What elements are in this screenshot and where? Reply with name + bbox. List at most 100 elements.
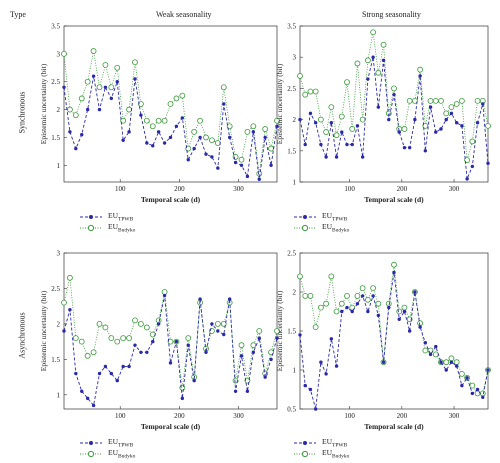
point-budyko: [333, 308, 340, 315]
y-tick-label: 2.5: [287, 250, 296, 258]
point-tpwb: [413, 290, 417, 294]
y-tick-label: 3.5: [287, 23, 296, 31]
point-tpwb: [313, 121, 318, 125]
chart-asynchronous-weak: 100 200 300 1 1.5 2 2.5 3 Temporal scale (d) Epis…: [39, 250, 280, 431]
point-budyko: [344, 79, 350, 86]
point-budyko: [464, 157, 471, 164]
point-tpwb: [62, 329, 66, 333]
legend-label-tpwb: EUTPWB: [108, 436, 134, 449]
point-budyko: [323, 300, 330, 307]
point-tpwb: [62, 85, 66, 89]
point-budyko: [149, 331, 156, 338]
point-tpwb: [402, 309, 407, 314]
point-tpwb: [434, 130, 438, 134]
point-tpwb: [156, 322, 161, 326]
legend-marker-tpwb-icon: [294, 440, 316, 445]
y-tick-label: 2: [293, 289, 297, 297]
point-tpwb: [470, 391, 475, 396]
plot-frame: [299, 25, 489, 183]
point-budyko: [401, 304, 408, 311]
point-tpwb: [68, 130, 72, 134]
point-budyko: [161, 289, 168, 295]
point-budyko: [338, 113, 345, 120]
point-budyko: [84, 78, 91, 85]
legend-label-budyko: EUBudyko: [108, 447, 136, 460]
legend-marker-tpwb-icon: [80, 214, 102, 219]
point-budyko: [307, 88, 314, 95]
point-tpwb: [139, 350, 143, 354]
y-tick-label: 2.5: [51, 285, 60, 293]
point-tpwb: [428, 105, 433, 109]
point-tpwb: [198, 135, 202, 140]
point-tpwb: [381, 58, 386, 63]
plot-frame: [63, 25, 278, 183]
point-budyko: [132, 59, 138, 66]
point-tpwb: [85, 107, 90, 112]
point-budyko: [297, 73, 303, 79]
legend-item-tpwb: EUTPWB: [80, 437, 135, 448]
point-budyko: [108, 335, 115, 341]
point-tpwb: [239, 354, 244, 358]
y-tick-label: 1: [293, 179, 297, 187]
x-tick-label: 300: [449, 412, 460, 420]
y-tick-label: 2: [57, 320, 61, 328]
legend-item-tpwb: EUTPWB: [294, 211, 349, 222]
point-budyko: [138, 101, 144, 107]
point-budyko: [469, 382, 476, 389]
point-budyko: [138, 321, 144, 327]
point-tpwb: [439, 360, 443, 364]
point-tpwb: [428, 352, 433, 357]
point-tpwb: [103, 85, 108, 89]
point-budyko: [244, 377, 251, 384]
x-axis-label: Temporal scale (d): [364, 195, 424, 204]
point-tpwb: [210, 155, 214, 159]
legend-item-tpwb: EUTPWB: [294, 437, 349, 448]
point-tpwb: [127, 364, 131, 369]
point-tpwb: [449, 111, 454, 116]
point-tpwb: [68, 308, 72, 312]
point-budyko: [78, 95, 85, 102]
point-budyko: [203, 134, 209, 141]
point-budyko: [417, 66, 424, 73]
x-tick-label: 300: [233, 412, 244, 420]
point-budyko: [302, 293, 309, 299]
point-tpwb: [192, 378, 196, 383]
point-tpwb: [324, 372, 328, 376]
point-budyko: [143, 117, 150, 124]
y-tick-label: 1: [293, 367, 297, 375]
legend-marker-budyko-icon: [80, 224, 102, 231]
point-tpwb: [397, 317, 401, 321]
legend-asynchronous-weak: EUTPWB EUBudyko: [80, 437, 135, 459]
point-tpwb: [402, 145, 407, 150]
point-tpwb: [308, 387, 313, 392]
point-tpwb: [80, 132, 84, 137]
point-tpwb: [127, 130, 131, 134]
point-budyko: [391, 261, 397, 268]
legend-label-tpwb: EUTPWB: [108, 210, 134, 223]
point-budyko: [333, 132, 340, 139]
y-tick-label: 2.5: [51, 78, 60, 86]
point-budyko: [448, 355, 455, 362]
point-budyko: [209, 328, 215, 334]
point-tpwb: [381, 360, 386, 364]
point-budyko: [96, 321, 103, 327]
y-tick-label: 1.5: [287, 147, 296, 155]
point-tpwb: [115, 378, 119, 383]
point-budyko: [161, 117, 168, 124]
point-tpwb: [340, 130, 344, 134]
legend-marker-budyko-icon: [80, 450, 102, 457]
point-tpwb: [355, 302, 360, 306]
type-label: Type: [10, 10, 26, 19]
point-tpwb: [269, 357, 273, 362]
point-tpwb: [174, 124, 179, 128]
point-budyko: [479, 390, 486, 397]
point-budyko: [179, 92, 186, 99]
point-budyko: [432, 97, 439, 104]
point-tpwb: [387, 117, 391, 122]
point-tpwb: [366, 309, 370, 314]
point-tpwb: [245, 389, 250, 393]
point-budyko: [61, 299, 67, 306]
y-tick-label: 3.5: [51, 23, 60, 31]
point-budyko: [349, 126, 356, 132]
point-budyko: [274, 117, 280, 124]
